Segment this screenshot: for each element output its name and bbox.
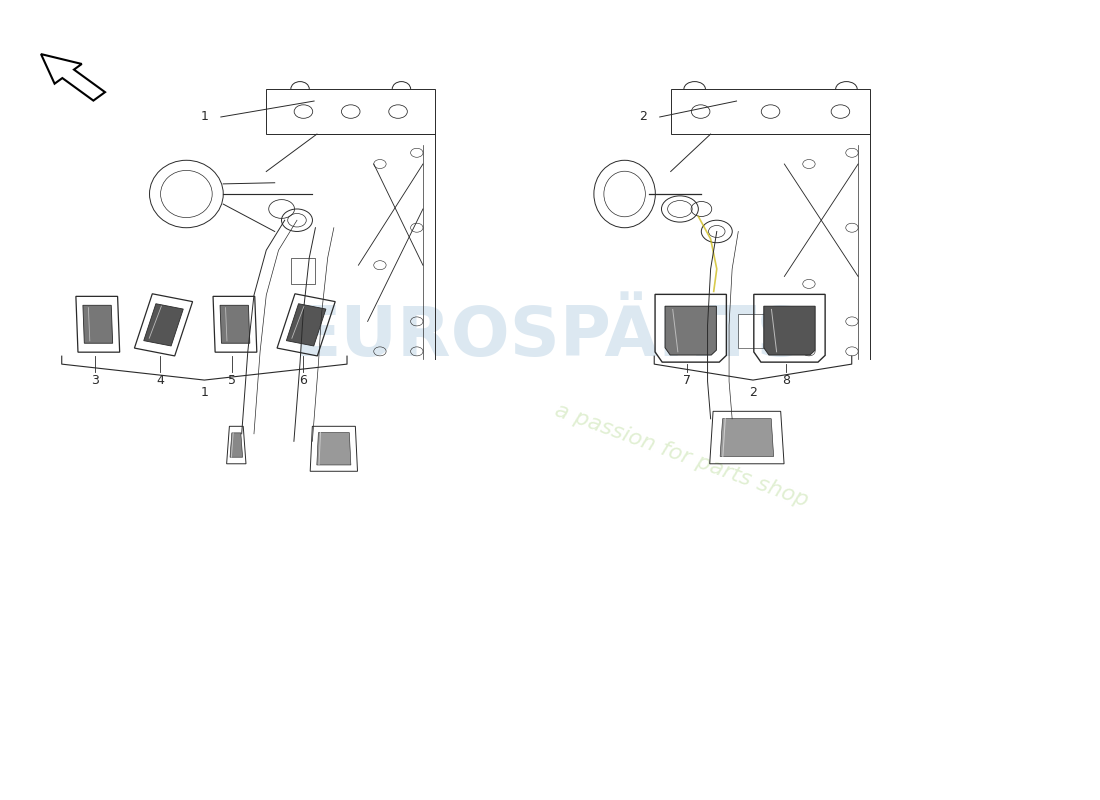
Polygon shape bbox=[82, 306, 112, 343]
Polygon shape bbox=[144, 304, 184, 346]
Text: 3: 3 bbox=[90, 374, 99, 386]
Polygon shape bbox=[763, 306, 815, 355]
Text: 4: 4 bbox=[156, 374, 164, 386]
Text: EUROSPÄRTS: EUROSPÄRTS bbox=[294, 302, 806, 370]
Text: 1: 1 bbox=[200, 110, 208, 123]
Text: 2: 2 bbox=[639, 110, 647, 123]
Text: 6: 6 bbox=[299, 374, 307, 386]
Text: 2: 2 bbox=[749, 386, 757, 398]
Text: a passion for parts shop: a passion for parts shop bbox=[552, 401, 811, 511]
Text: 1: 1 bbox=[200, 386, 208, 398]
Polygon shape bbox=[317, 433, 351, 465]
Text: 7: 7 bbox=[683, 374, 691, 386]
Polygon shape bbox=[720, 418, 773, 457]
Text: 8: 8 bbox=[782, 374, 790, 386]
Polygon shape bbox=[286, 304, 326, 346]
Polygon shape bbox=[666, 306, 716, 355]
Text: 5: 5 bbox=[228, 374, 235, 386]
Polygon shape bbox=[220, 306, 250, 343]
Polygon shape bbox=[230, 433, 243, 458]
